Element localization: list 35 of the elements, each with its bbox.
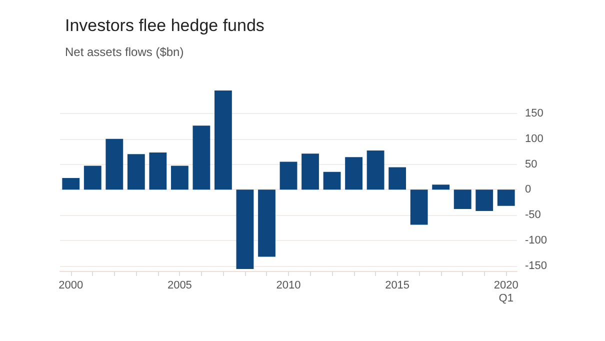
bar — [62, 178, 80, 190]
x-tick-label: 2015 — [385, 280, 410, 292]
bar — [366, 150, 384, 190]
y-tick-label: 0 — [525, 184, 532, 196]
bar — [258, 190, 276, 257]
y-tick-label: -50 — [525, 209, 541, 222]
y-tick-label: 50 — [525, 158, 538, 170]
bar — [127, 154, 145, 190]
bar — [214, 90, 232, 190]
x-tick-label: 2020 Q1 — [494, 280, 518, 304]
bar — [345, 157, 362, 190]
bar — [192, 126, 210, 190]
bar — [170, 166, 188, 190]
bar — [84, 166, 102, 190]
y-tick-label: 100 — [525, 132, 544, 145]
bar — [302, 154, 319, 190]
chart-title: Investors flee hedge funds — [65, 16, 264, 35]
bar — [323, 172, 341, 190]
bar — [280, 162, 298, 190]
x-tick-label: 2010 — [276, 280, 301, 292]
chart-subtitle: Net assets flows ($bn) — [65, 45, 184, 59]
bar — [106, 138, 124, 190]
x-tick-label: 2000 — [58, 280, 84, 292]
y-tick-label: -150 — [525, 260, 548, 272]
y-tick-label: -100 — [525, 234, 548, 246]
bar — [410, 190, 428, 225]
bar — [454, 190, 472, 209]
bar — [476, 190, 494, 212]
y-tick-label: 150 — [525, 107, 544, 120]
bar — [388, 167, 406, 190]
bar — [432, 184, 450, 190]
bar — [236, 190, 254, 269]
bar — [497, 190, 515, 206]
bar — [149, 152, 167, 190]
x-tick-label: 2005 — [167, 280, 192, 292]
